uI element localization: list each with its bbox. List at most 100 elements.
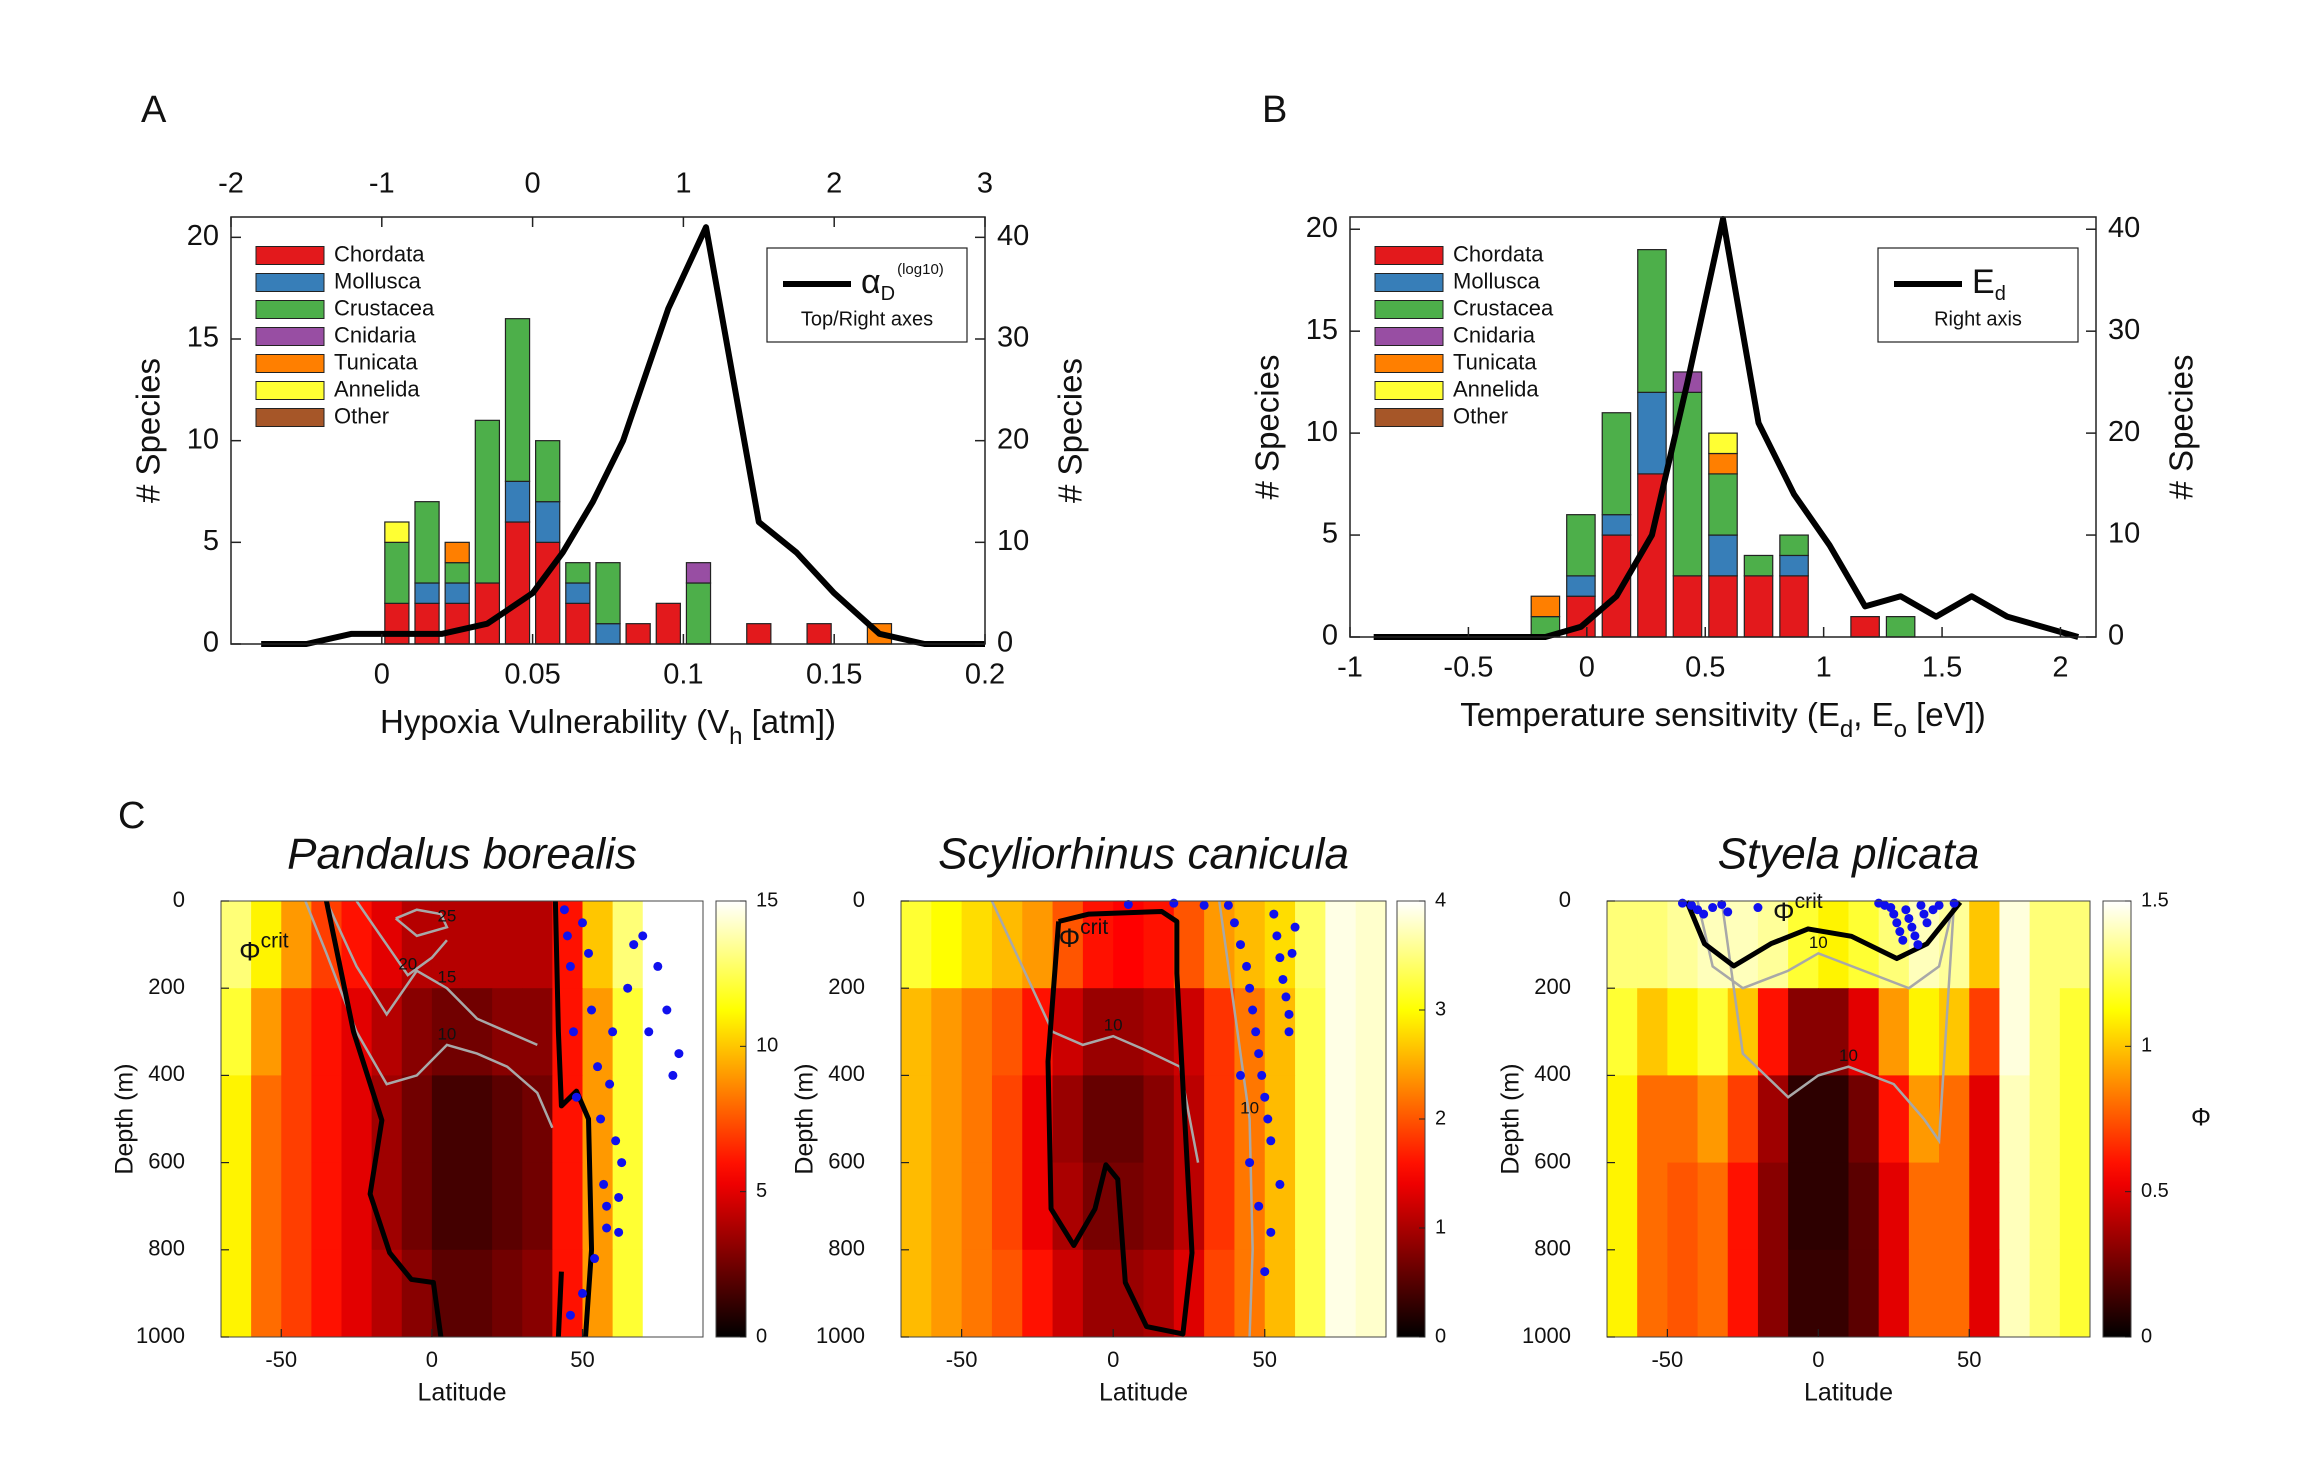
heat-cell [221,1249,252,1338]
contour-line [394,908,449,938]
x-tick-label: 0 [1107,1347,1119,1372]
heat-cell [1788,1075,1819,1164]
heat-cell [2059,901,2091,989]
heat-cell [1052,988,1084,1076]
occurrence-point [1245,983,1255,993]
x-tick-label: 1.5 [1922,652,1962,684]
occurrence-point [578,918,587,928]
bar-segment [1601,514,1632,536]
bar-segment [1672,575,1703,638]
heat-cell [672,1162,704,1251]
x2-tick-label: 3 [977,168,993,200]
x-axis-label: Temperature sensitivity (Ed, Eo [eV]) [1460,696,1986,743]
y-tick-label: 200 [828,974,865,999]
heat-cell [1637,1162,1668,1251]
heat-cell [251,901,282,989]
bar-segment [444,602,470,645]
occurrence-point [568,1027,578,1037]
occurrence-point [611,1136,621,1146]
heat-cell [1113,1075,1144,1164]
heat-cell [1727,988,1759,1076]
heat-cell [931,901,963,989]
heat-cell [221,901,252,989]
heat-cell [431,1162,463,1251]
heat-cell [901,988,932,1076]
heat-cell [672,1075,704,1164]
contour-line [304,900,554,1129]
heat-cell [901,1162,932,1251]
bar-segment [535,440,561,503]
bar-segment [806,623,832,645]
heat-cell [961,1075,993,1164]
crit-label: Φcrit [239,929,289,966]
x-tick-label: 0.5 [1685,652,1725,684]
y-tick-label: 5 [1322,518,1338,550]
legend-swatch [255,408,325,427]
heat-cell [612,901,644,989]
legend-label: Cnidaria [1453,322,1536,347]
heat-cell [1757,988,1789,1076]
heat-cell [311,1249,342,1338]
heat-cell [1637,988,1668,1076]
heat-cell [281,1162,312,1251]
bar-segment [565,602,591,645]
heat-cell [991,1075,1023,1164]
occurrence-point [1753,903,1763,913]
heat-cell [281,901,312,989]
y-tick-label: 800 [828,1236,865,1261]
occurrence-point [559,905,569,915]
occurrence-point [1904,913,1914,923]
x-axis-label: Hypoxia Vulnerability (Vh [atm]) [380,703,836,750]
colorbar-tick-label: 1 [1435,1216,1446,1238]
occurrence-point [1717,899,1727,909]
legend-label: Chordata [1453,241,1544,266]
y2-tick-label: 20 [2108,416,2140,448]
y-tick-label: 1000 [1522,1323,1571,1348]
occurrence-point [1916,900,1926,910]
x-axis-label: Latitude [1099,1379,1188,1407]
heat-cell [401,988,433,1076]
occurrence-point [1254,1049,1264,1059]
heat-cell [1355,988,1387,1076]
heat-cell [1082,1162,1114,1251]
heat-cell [1757,1162,1789,1251]
heat-cell [1908,1162,1940,1251]
y-tick-label: 1000 [816,1323,865,1348]
contour-line [355,900,448,977]
y-tick-label: 10 [187,423,219,455]
heat-cell [522,1249,553,1338]
heat-cell [931,1075,963,1164]
heat-cell [1818,901,1849,989]
occurrence-point [1248,1005,1258,1015]
x-tick-label: 2 [2052,652,2068,684]
contour-line [1218,900,1254,1338]
x-tick-label: -50 [1651,1347,1683,1372]
heat-cell [991,901,1023,989]
occurrence-point [1889,909,1899,919]
occurrence-point [571,1092,581,1102]
heat-cell [1143,1075,1175,1164]
occurrence-point [562,931,572,941]
line-legend-box [766,247,968,343]
heat-cell [1143,1162,1175,1251]
occurrence-point [1934,900,1944,910]
heat-cell [1295,1075,1326,1164]
heat-cell [492,1249,523,1338]
heat-cell [341,1075,373,1164]
y-tick-label: 600 [148,1148,185,1173]
heat-cell [1264,1249,1296,1338]
legend-swatch [255,246,325,265]
y-axis-label: # Species [1249,355,1286,500]
x-tick-label: 0 [1579,652,1595,684]
heat-cell [931,988,963,1076]
occurrence-point [1199,900,1209,910]
heat-cell [1325,901,1357,989]
heat-cell [1355,1162,1387,1251]
heat-cell [991,988,1023,1076]
y-tick-label: 20 [187,220,219,252]
legend-label: Annelida [1453,376,1539,401]
line-legend-caption: Right axis [1934,308,2022,330]
bar-segment [474,419,501,584]
heat-cell [1204,1075,1235,1164]
contour-label: 10 [1839,1046,1858,1065]
